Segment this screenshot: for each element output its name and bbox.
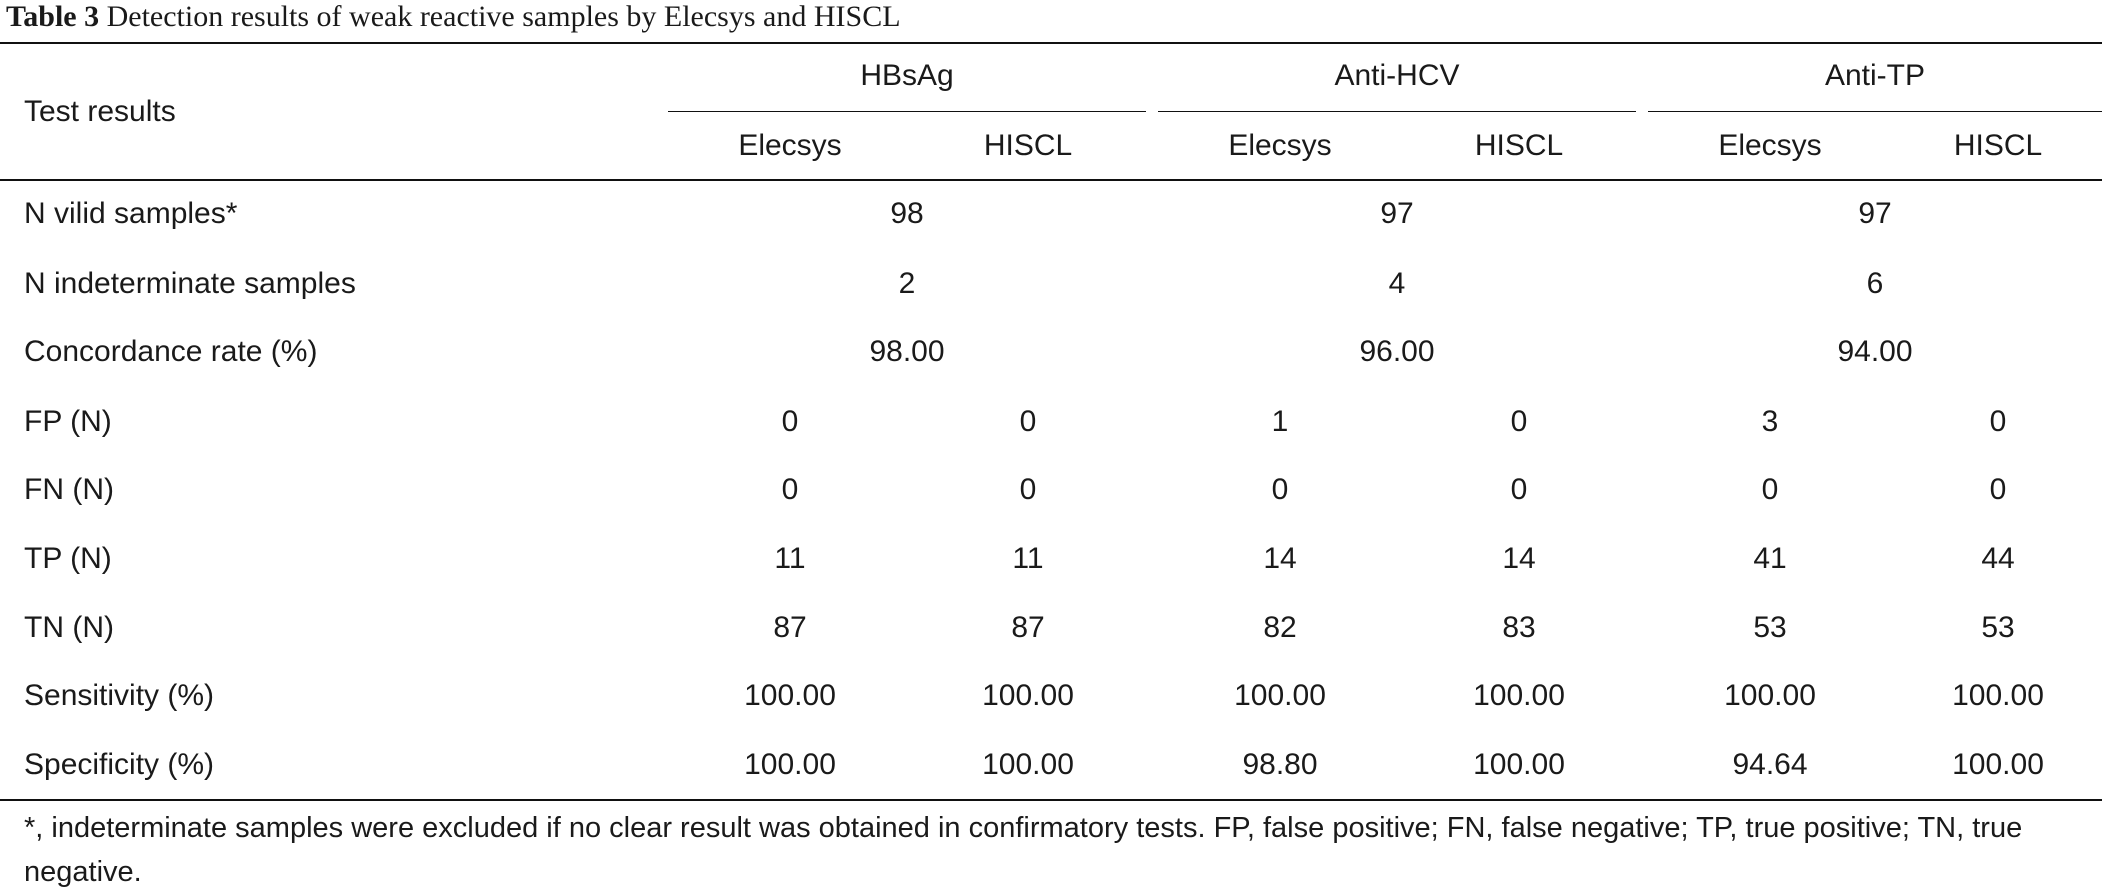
table-cell: 41	[1753, 542, 1787, 575]
table-cell: 94.64	[1732, 748, 1808, 781]
table-cell: 100.00	[1724, 679, 1816, 712]
table-cell: 53	[1981, 611, 2015, 644]
group-header-anti-hcv: Anti-HCV	[1334, 59, 1460, 92]
table-cell: 97	[1380, 197, 1414, 230]
table-cell: 100.00	[1952, 679, 2044, 712]
table-cell: 100.00	[982, 748, 1074, 781]
header-bottom-rule	[0, 179, 2102, 181]
table-cell: 97	[1858, 197, 1892, 230]
table-top-rule	[0, 42, 2102, 44]
table-cell: 14	[1502, 542, 1536, 575]
group-header-hbsag: HBsAg	[860, 59, 954, 92]
group-rule-hbsag	[668, 111, 1146, 112]
table-cell: 1	[1271, 405, 1289, 438]
table-cell: 100.00	[1234, 679, 1326, 712]
table-bottom-rule	[0, 799, 2102, 801]
table-cell: 98.00	[869, 335, 945, 368]
table-cell: 53	[1753, 611, 1787, 644]
table-cell: 0	[781, 405, 799, 438]
row-label: TP (N)	[24, 542, 112, 575]
table-cell: 11	[774, 542, 806, 575]
table-cell: 100.00	[744, 748, 836, 781]
table-cell: 94.00	[1837, 335, 1913, 368]
subheader-anti-tp-hiscl: HISCL	[1953, 129, 2043, 162]
table-cell: 87	[1011, 611, 1045, 644]
table-cell: 0	[1761, 473, 1779, 506]
table-caption: Table 3 Detection results of weak reacti…	[6, 0, 901, 40]
subheader-hbsag-hiscl: HISCL	[983, 129, 1073, 162]
table-cell: 100.00	[1952, 748, 2044, 781]
table-cell: 0	[1271, 473, 1289, 506]
table-cell: 6	[1866, 267, 1884, 300]
table-cell: 14	[1263, 542, 1297, 575]
subheader-anti-tp-elecsys: Elecsys	[1718, 129, 1822, 162]
table-cell: 4	[1388, 267, 1406, 300]
table-cell: 82	[1263, 611, 1297, 644]
table-cell: 11	[1012, 542, 1044, 575]
table-cell: 83	[1502, 611, 1536, 644]
table-cell: 0	[1510, 405, 1528, 438]
table-cell: 0	[1989, 473, 2007, 506]
table-cell: 0	[1989, 405, 2007, 438]
table-cell: 0	[1510, 473, 1528, 506]
table-footnote: *, indeterminate samples were excluded i…	[24, 812, 2023, 888]
table-cell: 2	[898, 267, 916, 300]
table-cell: 100.00	[744, 679, 836, 712]
table-cell: 100.00	[982, 679, 1074, 712]
table-cell: 44	[1981, 542, 2015, 575]
table-cell: 0	[1019, 473, 1037, 506]
table-cell: 98	[890, 197, 924, 230]
row-label: N vilid samples*	[24, 197, 238, 230]
table-cell: 100.00	[1473, 679, 1565, 712]
subheader-anti-hcv-elecsys: Elecsys	[1228, 129, 1332, 162]
table-cell: 3	[1761, 405, 1779, 438]
table-caption-label: Table 3	[6, 0, 100, 33]
row-label: Specificity (%)	[24, 748, 215, 781]
row-label: Sensitivity (%)	[24, 679, 215, 712]
row-label: FN (N)	[24, 473, 114, 506]
group-header-anti-tp: Anti-TP	[1824, 59, 1926, 92]
header-row-label: Test results	[24, 95, 176, 128]
row-label: TN (N)	[24, 611, 114, 644]
subheader-hbsag-elecsys: Elecsys	[738, 129, 842, 162]
row-label: FP (N)	[24, 405, 112, 438]
subheader-anti-hcv-hiscl: HISCL	[1474, 129, 1564, 162]
group-rule-anti-hcv	[1158, 111, 1636, 112]
row-label: Concordance rate (%)	[24, 335, 318, 368]
table-cell: 100.00	[1473, 748, 1565, 781]
table-caption-text: Detection results of weak reactive sampl…	[106, 0, 901, 33]
table-cell: 0	[781, 473, 799, 506]
table-cell: 0	[1019, 405, 1037, 438]
group-rule-anti-tp	[1648, 111, 2102, 112]
table-cell: 98.80	[1242, 748, 1318, 781]
table-cell: 96.00	[1359, 335, 1435, 368]
table-cell: 87	[773, 611, 807, 644]
row-label: N indeterminate samples	[24, 267, 356, 300]
